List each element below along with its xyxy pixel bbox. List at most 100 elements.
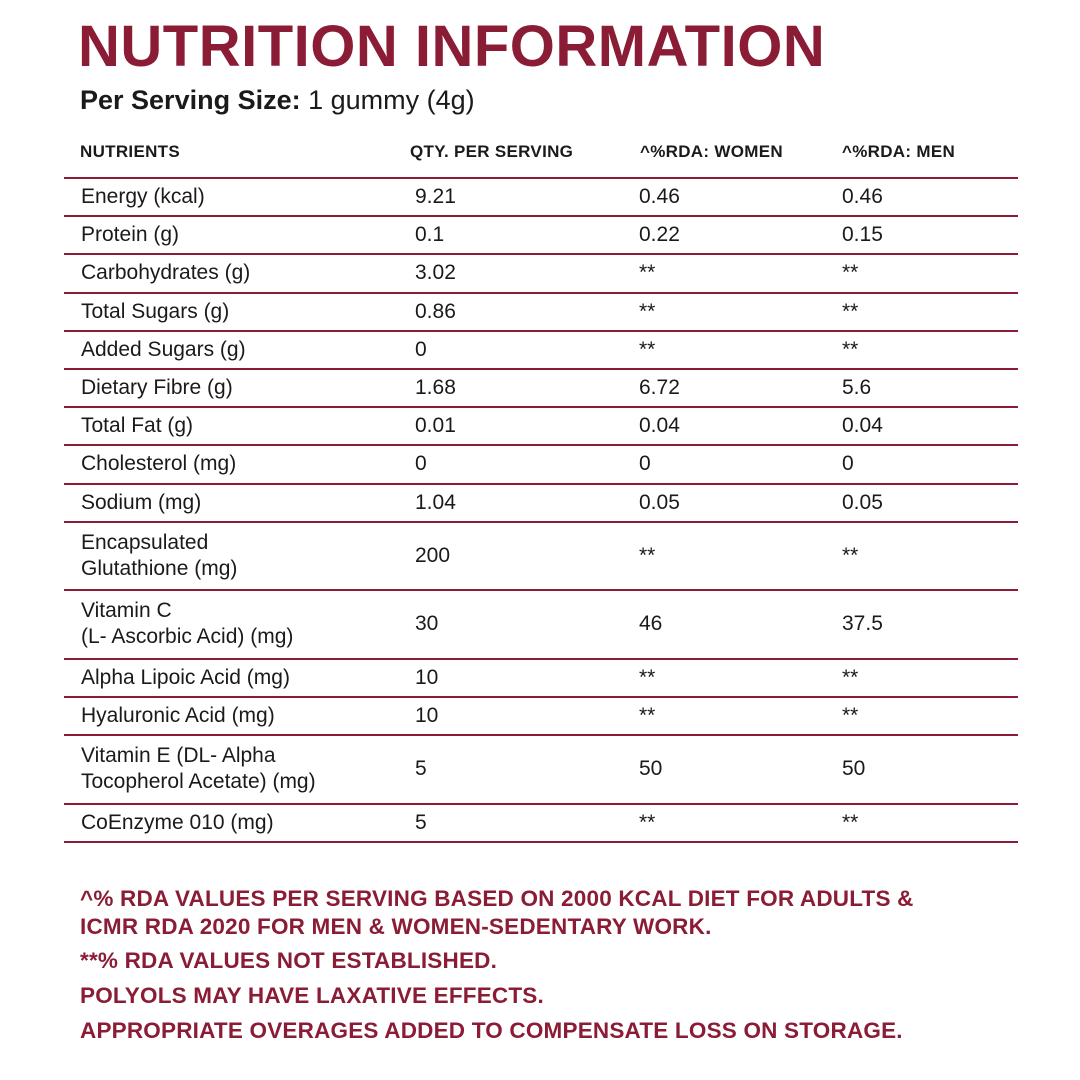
nutrient-name: Encapsulated Glutathione (mg) bbox=[81, 523, 401, 590]
qty-per-serving-value: 0 bbox=[415, 452, 427, 476]
nutrient-name-line: Carbohydrates (g) bbox=[81, 261, 251, 285]
footnote-rda-basis: ^% RDA VALUES PER SERVING BASED ON 2000 … bbox=[80, 885, 1040, 941]
table-row: Protein (g) 0.1 0.22 0.15 bbox=[64, 217, 1018, 256]
qty-per-serving-value: 10 bbox=[415, 703, 439, 727]
table-row: Dietary Fibre (g) 1.68 6.72 5.6 bbox=[64, 370, 1018, 409]
nutrient-name: Sodium (mg) bbox=[81, 485, 401, 521]
nutrient-name: Vitamin C (L- Ascorbic Acid) (mg) bbox=[81, 591, 401, 658]
rda-women-value: 46 bbox=[639, 612, 663, 636]
rda-men-value: 0 bbox=[842, 452, 854, 476]
nutrient-name: Vitamin E (DL- Alpha Tocopherol Acetate) … bbox=[81, 736, 401, 803]
column-header-nutrients: NUTRIENTS bbox=[80, 142, 180, 161]
rda-men-value: ** bbox=[842, 337, 859, 361]
rda-men-value: ** bbox=[842, 543, 859, 567]
qty-per-serving-value: 9.21 bbox=[415, 185, 456, 209]
nutrient-name-line: Alpha Lipoic Acid (mg) bbox=[81, 665, 290, 689]
nutrient-name-line: Total Sugars (g) bbox=[81, 299, 230, 323]
rda-women-value: 0.22 bbox=[639, 223, 680, 247]
table-row: Sodium (mg) 1.04 0.05 0.05 bbox=[64, 485, 1018, 523]
footnote-polyols: POLYOLS MAY HAVE LAXATIVE EFFECTS. bbox=[80, 983, 544, 1008]
table-row: Encapsulated Glutathione (mg) 200 ** ** bbox=[64, 523, 1018, 592]
nutrient-name-line: Tocopherol Acetate) (mg) bbox=[81, 770, 316, 794]
footnote-not-established: **% RDA VALUES NOT ESTABLISHED. bbox=[80, 948, 498, 973]
column-header-rda-men: ^%RDA: MEN bbox=[842, 142, 956, 161]
nutrient-name: Energy (kcal) bbox=[81, 179, 401, 215]
qty-per-serving-value: 0 bbox=[415, 337, 427, 361]
table-row: CoEnzyme 010 (mg) 5 ** ** bbox=[64, 805, 1018, 843]
rda-women-value: ** bbox=[639, 299, 656, 323]
footnote-rda-basis-line2: ICMR RDA 2020 FOR MEN & WOMEN-SEDENTARY … bbox=[80, 914, 712, 939]
table-row: Total Fat (g) 0.01 0.04 0.04 bbox=[64, 408, 1018, 447]
nutrient-name: Cholesterol (mg) bbox=[81, 446, 401, 482]
qty-per-serving-value: 0.01 bbox=[415, 414, 456, 438]
qty-per-serving-value: 30 bbox=[415, 612, 439, 636]
rda-women-value: ** bbox=[639, 337, 656, 361]
rda-men-value: ** bbox=[842, 810, 859, 834]
nutrient-name-line: Total Fat (g) bbox=[81, 414, 194, 438]
serving-size-value: 1 gummy (4g) bbox=[308, 85, 475, 115]
rda-men-value: 50 bbox=[842, 757, 866, 781]
nutrient-name: CoEnzyme 010 (mg) bbox=[81, 805, 401, 841]
nutrient-name: Added Sugars (g) bbox=[81, 332, 401, 368]
rda-men-value: ** bbox=[842, 299, 859, 323]
nutrient-name-line: Dietary Fibre (g) bbox=[81, 376, 233, 400]
column-header-qty: QTY. PER SERVING bbox=[410, 142, 574, 161]
nutrient-name-line: Added Sugars (g) bbox=[81, 337, 246, 361]
table-row: Cholesterol (mg) 0 0 0 bbox=[64, 446, 1018, 485]
nutrition-table: Energy (kcal) 9.21 0.46 0.46 Protein (g) 0.1 0… bbox=[64, 177, 1018, 843]
nutrient-name-line: Glutathione (mg) bbox=[81, 556, 238, 580]
nutrient-name: Dietary Fibre (g) bbox=[81, 370, 401, 406]
rda-women-value: 0.46 bbox=[639, 185, 680, 209]
nutrient-name-line: Vitamin E (DL- Alpha bbox=[81, 744, 276, 768]
qty-per-serving-value: 0.86 bbox=[415, 299, 456, 323]
nutrient-name-line: Hyaluronic Acid (mg) bbox=[81, 703, 275, 727]
rda-men-value: ** bbox=[842, 703, 859, 727]
nutrient-name: Hyaluronic Acid (mg) bbox=[81, 698, 401, 734]
table-row: Energy (kcal) 9.21 0.46 0.46 bbox=[64, 179, 1018, 218]
qty-per-serving-value: 1.04 bbox=[415, 490, 456, 514]
rda-women-value: ** bbox=[639, 703, 656, 727]
qty-per-serving-value: 0.1 bbox=[415, 223, 445, 247]
table-row: Total Sugars (g) 0.86 ** ** bbox=[64, 294, 1018, 332]
rda-men-value: 5.6 bbox=[842, 376, 872, 400]
rda-men-value: 0.04 bbox=[842, 414, 883, 438]
rda-women-value: 0 bbox=[639, 452, 651, 476]
nutrient-name: Protein (g) bbox=[81, 217, 401, 253]
qty-per-serving-value: 3.02 bbox=[415, 261, 456, 285]
nutrient-name: Total Fat (g) bbox=[81, 408, 401, 444]
rda-women-value: 6.72 bbox=[639, 376, 680, 400]
nutrient-name-line: Vitamin C bbox=[81, 599, 172, 623]
nutrient-name-line: Protein (g) bbox=[81, 223, 180, 247]
qty-per-serving-value: 5 bbox=[415, 757, 427, 781]
rda-women-value: ** bbox=[639, 261, 656, 285]
rda-men-value: 0.46 bbox=[842, 185, 883, 209]
nutrient-name-line: (L- Ascorbic Acid) (mg) bbox=[81, 625, 294, 649]
nutrient-name-line: Sodium (mg) bbox=[81, 490, 202, 514]
qty-per-serving-value: 5 bbox=[415, 810, 427, 834]
rda-men-value: 0.05 bbox=[842, 490, 883, 514]
rda-men-value: ** bbox=[842, 261, 859, 285]
table-row: Vitamin E (DL- Alpha Tocopherol Acetate) … bbox=[64, 736, 1018, 805]
qty-per-serving-value: 10 bbox=[415, 665, 439, 689]
nutrient-name: Carbohydrates (g) bbox=[81, 255, 401, 291]
footnotes: ^% RDA VALUES PER SERVING BASED ON 2000 … bbox=[80, 885, 1040, 1045]
table-row: Vitamin C (L- Ascorbic Acid) (mg) 30 46 37.5 bbox=[64, 591, 1018, 660]
table-row: Hyaluronic Acid (mg) 10 ** ** bbox=[64, 698, 1018, 737]
nutrient-name-line: Encapsulated bbox=[81, 530, 209, 554]
footnote-overages: APPROPRIATE OVERAGES ADDED TO COMPENSATE… bbox=[80, 1018, 903, 1043]
footnote-rda-basis-line1: ^% RDA VALUES PER SERVING BASED ON 2000 … bbox=[80, 886, 914, 911]
table-row: Added Sugars (g) 0 ** ** bbox=[64, 332, 1018, 370]
nutrient-name: Alpha Lipoic Acid (mg) bbox=[81, 660, 401, 696]
nutrient-name-line: Cholesterol (mg) bbox=[81, 452, 237, 476]
rda-men-value: 37.5 bbox=[842, 612, 883, 636]
table-row: Alpha Lipoic Acid (mg) 10 ** ** bbox=[64, 660, 1018, 698]
rda-men-value: ** bbox=[842, 665, 859, 689]
rda-men-value: 0.15 bbox=[842, 223, 883, 247]
nutrient-name-line: CoEnzyme 010 (mg) bbox=[81, 810, 274, 834]
rda-women-value: ** bbox=[639, 665, 656, 689]
page-title: NUTRITION INFORMATION bbox=[78, 14, 826, 79]
serving-size: Per Serving Size: 1 gummy (4g) bbox=[80, 82, 475, 118]
rda-women-value: 50 bbox=[639, 757, 663, 781]
qty-per-serving-value: 200 bbox=[415, 543, 451, 567]
rda-women-value: 0.04 bbox=[639, 414, 680, 438]
